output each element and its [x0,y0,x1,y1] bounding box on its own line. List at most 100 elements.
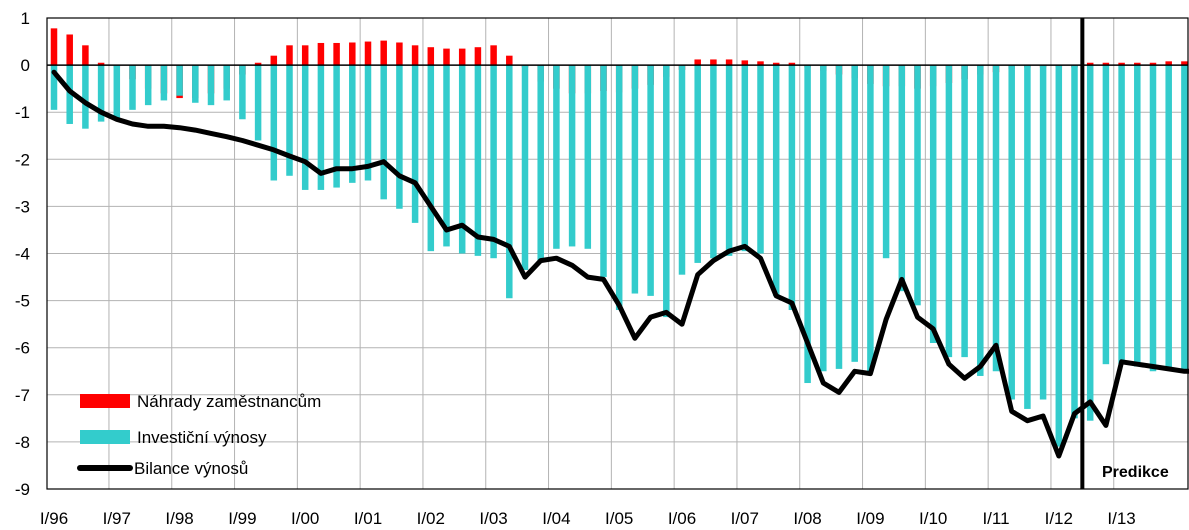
y-tick-label: -5 [15,292,30,311]
bar-investicni [1055,65,1063,447]
bar-investicni [1149,65,1157,372]
bar-nahrady [97,62,105,66]
bar-nahrady [1102,62,1110,66]
bar-nahrady [1165,61,1172,66]
x-tick-label: I/00 [291,509,319,528]
bar-investicni [553,65,560,249]
bar-investicni [207,65,215,106]
bar-nahrady [741,60,749,66]
x-tick-label: I/98 [165,509,193,528]
bar-investicni [364,65,372,181]
legend: Náhrady zaměstnancům Investiční výnosy B… [77,392,321,478]
bar-nahrady [506,55,513,66]
bar-investicni [710,65,717,259]
bar-investicni [521,65,529,270]
bar-investicni [458,65,466,254]
bar-investicni [772,65,780,296]
bar-investicni [945,65,953,358]
bar-investicni [97,65,105,122]
bars [50,28,1188,447]
x-tick-label: I/08 [793,509,821,528]
bar-investicni [411,65,419,223]
bar-investicni [50,65,58,110]
bar-investicni [725,65,733,256]
y-tick-label: -8 [15,433,30,452]
bar-investicni [977,65,984,376]
bar-nahrady [458,48,466,66]
bar-nahrady [1086,62,1094,66]
bar-investicni [1086,65,1094,421]
bar-nahrady [380,40,387,66]
bar-nahrady [757,61,764,66]
bar-investicni [851,65,858,362]
bar-investicni [820,65,827,372]
bar-investicni [929,65,937,343]
bar-nahrady [301,45,309,66]
bar-investicni [631,65,639,294]
bar-nahrady [1118,62,1125,66]
bar-nahrady [710,59,717,66]
bar-investicni [788,65,796,311]
bar-nahrady [254,62,262,66]
bar-investicni [490,65,497,259]
bar-investicni [600,65,607,278]
legend-swatch-nahrady [80,394,130,408]
bar-investicni [66,65,73,124]
bar-nahrady [333,42,340,66]
bar-nahrady [50,28,58,66]
bar-nahrady [396,42,403,66]
bar-investicni [1008,65,1015,400]
bar-investicni [506,65,513,299]
bar-investicni [349,65,356,183]
x-tick-label: I/09 [856,509,884,528]
bar-nahrady [788,62,796,66]
bar-investicni [223,65,230,101]
bar-investicni [1165,65,1172,369]
legend-label-investicni: Investiční výnosy [137,428,267,447]
bar-nahrady [286,45,293,66]
bar-investicni [757,65,764,254]
x-tick-label: I/01 [354,509,382,528]
y-tick-labels: 1 0 -1 -2 -3 -4 -5 -6 -7 -8 -9 [15,9,30,499]
y-tick-label: 1 [21,9,30,28]
plot-frame [46,17,1189,490]
prediction-label: Predikce [1102,464,1169,481]
bar-investicni [694,65,701,263]
bar-nahrady [1181,61,1188,66]
bar-investicni [898,65,906,292]
bar-investicni [301,65,309,190]
y-tick-label: 0 [21,56,30,75]
x-tick-label: I/06 [668,509,696,528]
bar-nahrady [490,45,497,66]
legend-label-nahrady: Náhrady zaměstnancům [137,392,321,411]
bar-nahrady [82,45,89,66]
bar-investicni [804,65,811,384]
y-tick-label: -7 [15,386,30,405]
bar-investicni [82,65,89,129]
x-tick-label: I/96 [40,509,68,528]
bar-investicni [914,65,921,306]
x-tick-label: I/11 [982,509,1009,528]
bar-investicni [992,65,1000,372]
bar-investicni [192,65,199,103]
bar-investicni [867,65,874,372]
bar-investicni [427,65,435,252]
bar-nahrady [1134,62,1141,66]
x-tick-label: I/03 [479,509,507,528]
x-tick-label: I/13 [1107,509,1135,528]
bar-investicni [129,65,136,110]
y-tick-label: -1 [15,103,30,122]
bar-investicni [615,65,623,311]
bar-investicni [647,65,654,296]
bar-investicni [568,65,576,247]
bar-nahrady [427,47,435,66]
x-tick-label: I/97 [103,509,131,528]
balance-line-layer [51,69,1189,459]
bar-investicni [443,65,450,247]
bar-investicni [286,65,293,176]
bar-nahrady [1149,62,1157,66]
bar-investicni [254,65,262,141]
x-tick-label: I/99 [228,509,256,528]
bar-nahrady [694,59,701,66]
bar-investicni [1134,65,1141,367]
